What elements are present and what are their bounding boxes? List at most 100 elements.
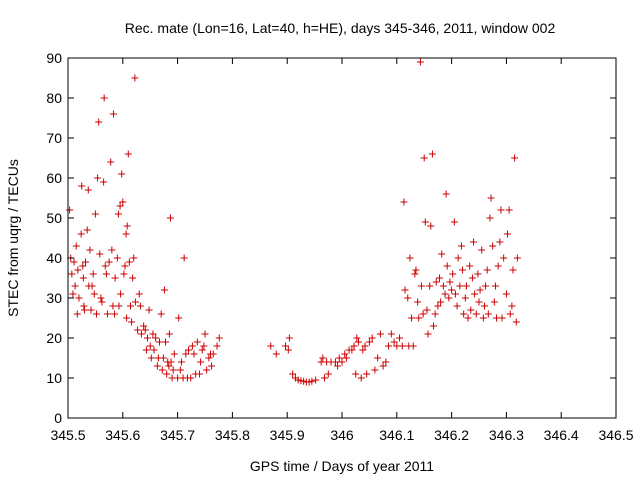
data-point [82,258,90,266]
data-point [149,330,157,338]
data-point [84,186,92,194]
data-point [496,238,504,246]
data-point [365,338,373,346]
data-point [480,302,488,310]
data-point [114,210,122,218]
data-point [506,310,514,318]
data-point [387,330,395,338]
data-point [152,334,160,342]
y-tick-label: 50 [46,210,62,226]
data-point [188,342,196,350]
data-point [483,266,491,274]
data-point [454,254,462,262]
data-point [462,282,470,290]
y-tick-label: 10 [46,370,62,386]
data-point [427,222,435,230]
data-point [190,350,198,358]
data-point [354,338,362,346]
x-tick-label: 346 [330,427,354,443]
data-point [167,358,175,366]
data-point [508,302,516,310]
data-point [79,262,87,270]
data-point [335,354,343,362]
y-tick-label: 20 [46,330,62,346]
data-point [105,258,113,266]
data-point [417,282,425,290]
x-axis-label: GPS time / Days of year 2011 [250,458,434,474]
data-point [180,254,188,262]
x-tick-label: 346.5 [598,427,633,443]
y-tick-label: 40 [46,250,62,266]
data-point [108,246,116,254]
data-point [497,206,505,214]
data-point [312,376,320,384]
data-point [136,302,144,310]
data-point [438,250,446,258]
data-point [208,362,216,370]
data-point [457,242,465,250]
data-point [170,350,178,358]
data-point [272,350,280,358]
data-point [379,362,387,370]
data-point [70,258,78,266]
data-point [95,118,103,126]
data-point [511,154,519,162]
data-point [79,274,87,282]
data-point [150,346,158,354]
data-point [285,334,293,342]
data-point [205,354,213,362]
data-point [400,198,408,206]
x-tick-label: 345.6 [105,427,140,443]
data-point [187,374,195,382]
data-point [165,330,173,338]
data-point [92,310,100,318]
data-point [412,266,420,274]
data-point [505,206,513,214]
data-point [415,314,423,322]
data-point [468,274,476,282]
data-point [159,354,167,362]
data-point [182,350,190,358]
data-point [135,290,143,298]
data-point [420,154,428,162]
data-point [466,262,474,270]
data-point [69,290,77,298]
data-point [111,310,119,318]
data-point [103,310,111,318]
data-point [450,218,458,226]
data-point [308,377,316,385]
data-point [486,214,494,222]
data-point [513,254,521,262]
y-axis-label: STEC from uqrg / TECUs [5,159,21,317]
data-point [100,178,108,186]
data-point [120,270,128,278]
data-point [467,306,475,314]
data-point [442,190,450,198]
data-point [382,358,390,366]
data-point [117,290,125,298]
data-point [123,314,131,322]
data-point [146,342,154,350]
data-point [145,306,153,314]
data-point [72,242,80,250]
x-tick-label: 346.3 [489,427,524,443]
data-point [90,290,98,298]
data-point [426,282,434,290]
data-point [122,230,130,238]
data-point [475,298,483,306]
data-point [494,262,502,270]
data-point [353,334,361,342]
data-point [476,286,484,294]
data-point [158,366,166,374]
data-point [126,302,134,310]
data-point [197,358,205,366]
data-point [491,282,499,290]
data-point [143,334,151,342]
chart-title: Rec. mate (Lon=16, Lat=40, h=HE), days 3… [125,20,556,36]
data-point [137,330,145,338]
data-point [446,278,454,286]
data-point [436,274,444,282]
data-point [470,238,478,246]
data-point [142,346,150,354]
data-point [80,302,88,310]
